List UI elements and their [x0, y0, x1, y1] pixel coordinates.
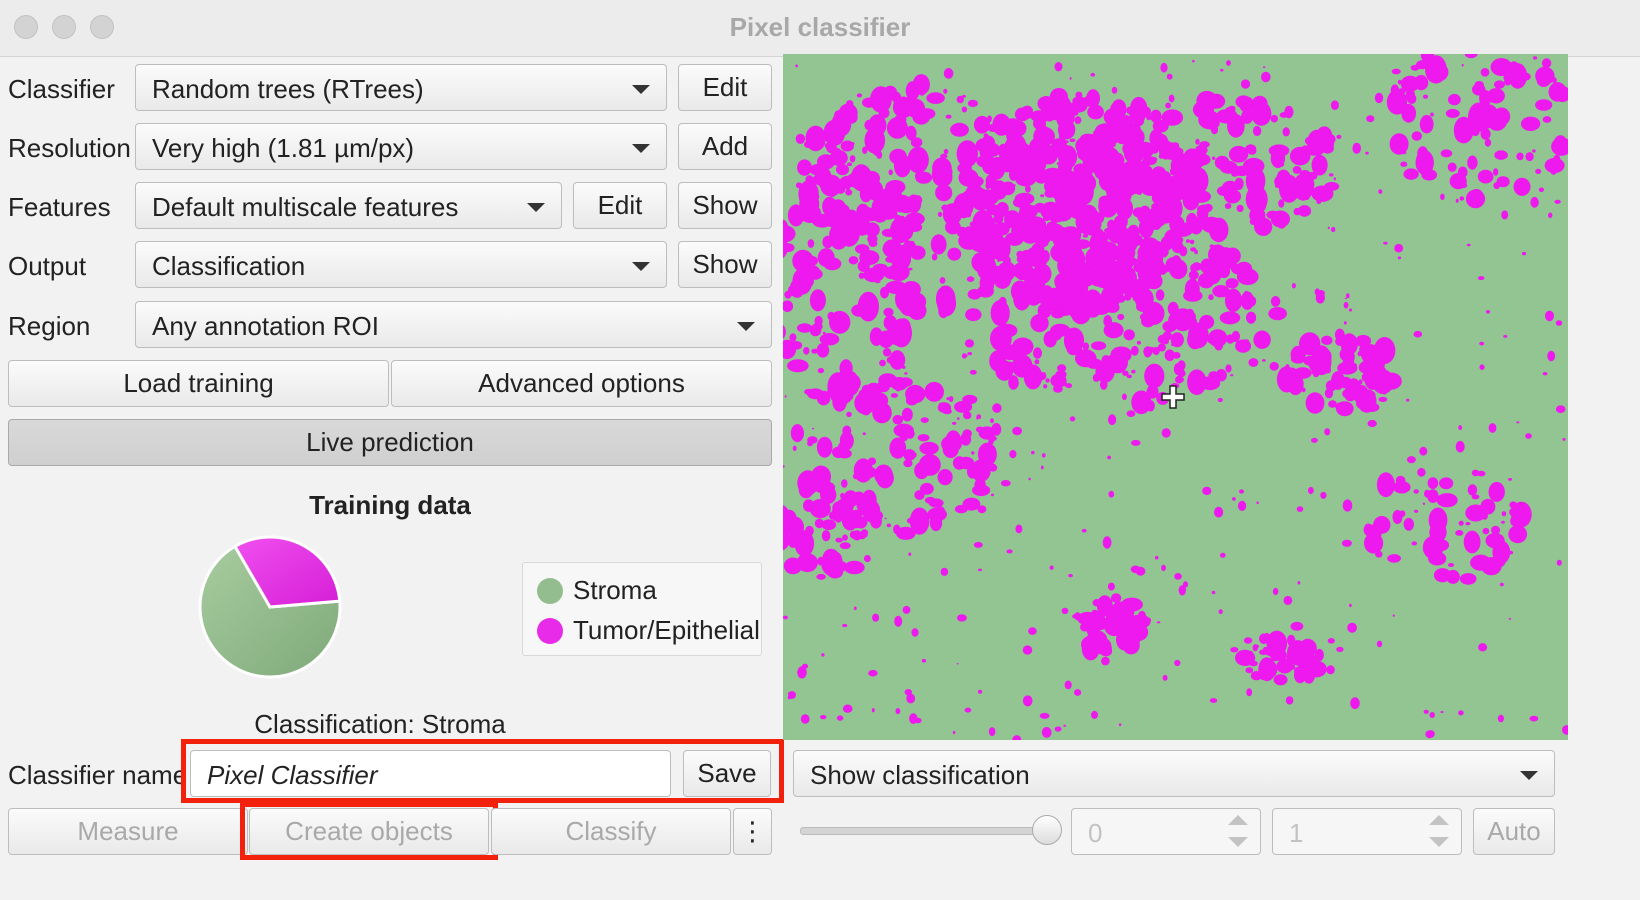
classifier-name-input[interactable]: Pixel Classifier: [190, 750, 671, 797]
features-select[interactable]: Default multiscale features: [135, 182, 562, 229]
classifier-label: Classifier: [8, 74, 115, 104]
chevron-down-icon: [527, 203, 545, 212]
overlay-mode-select[interactable]: Show classification: [793, 750, 1555, 797]
create-objects-button[interactable]: Create objects: [249, 808, 489, 855]
tumor-swatch-icon: [537, 618, 563, 644]
window-title: Pixel classifier: [729, 12, 911, 42]
name-save-highlight: [181, 739, 784, 803]
pie-slice-stroma: [198, 544, 342, 679]
training-pie-chart: [198, 535, 342, 679]
min-value-spinner[interactable]: 0: [1071, 808, 1261, 855]
spin-down-icon[interactable]: [1228, 837, 1248, 847]
title-bar: Pixel classifier: [0, 0, 1640, 57]
load-training-button[interactable]: Load training: [8, 360, 389, 407]
classification-preview-image[interactable]: [783, 54, 1568, 740]
classifier-select[interactable]: Random trees (RTrees): [135, 64, 667, 111]
measure-button[interactable]: Measure: [8, 808, 248, 855]
chevron-down-icon: [632, 85, 650, 94]
region-value: Any annotation ROI: [152, 311, 379, 341]
output-select[interactable]: Classification: [135, 241, 667, 288]
output-value: Classification: [152, 251, 306, 281]
save-button[interactable]: Save: [683, 750, 771, 797]
create-objects-highlight: [240, 802, 498, 860]
resolution-select[interactable]: Very high (1.81 µm/px): [135, 123, 667, 170]
opacity-slider-thumb[interactable]: [1032, 815, 1062, 845]
training-legend: Stroma Tumor/Epithelial: [522, 562, 762, 656]
chevron-down-icon: [632, 144, 650, 153]
spin-down-icon[interactable]: [1429, 837, 1449, 847]
region-label: Region: [8, 311, 91, 341]
resolution-add-button[interactable]: Add: [678, 123, 772, 170]
resolution-value: Very high (1.81 µm/px): [152, 133, 415, 163]
max-value-spinner[interactable]: 1: [1272, 808, 1462, 855]
chevron-down-icon: [632, 262, 650, 271]
chevron-down-icon: [1520, 771, 1538, 780]
opacity-slider-track[interactable]: [800, 827, 1050, 835]
pie-slice-tumor: [232, 535, 342, 609]
output-show-button[interactable]: Show: [678, 241, 772, 288]
advanced-options-button[interactable]: Advanced options: [391, 360, 772, 407]
live-prediction-toggle[interactable]: Live prediction: [8, 419, 772, 466]
classifier-edit-button[interactable]: Edit: [678, 64, 772, 111]
classify-button[interactable]: Classify: [491, 808, 731, 855]
training-data-title: Training data: [309, 490, 471, 520]
classifier-name-label: Classifier name: [8, 760, 188, 790]
stroma-swatch-icon: [537, 578, 563, 604]
crosshair-cursor-icon: [1161, 385, 1185, 409]
region-select[interactable]: Any annotation ROI: [135, 301, 772, 348]
maximize-window-button[interactable]: [90, 15, 114, 39]
classification-status: Classification: Stroma: [254, 709, 506, 739]
legend-item-tumor: Tumor/Epithelial: [537, 615, 760, 646]
minimize-window-button[interactable]: [52, 15, 76, 39]
classifier-value: Random trees (RTrees): [152, 74, 424, 104]
features-edit-button[interactable]: Edit: [573, 182, 667, 229]
close-window-button[interactable]: [14, 15, 38, 39]
resolution-label: Resolution: [8, 133, 131, 163]
auto-button[interactable]: Auto: [1473, 808, 1555, 855]
features-label: Features: [8, 192, 111, 222]
chevron-down-icon: [737, 322, 755, 331]
legend-item-stroma: Stroma: [537, 575, 657, 606]
spin-up-icon[interactable]: [1228, 815, 1248, 825]
more-options-icon[interactable]: ⋮: [733, 808, 772, 855]
features-value: Default multiscale features: [152, 192, 459, 222]
output-label: Output: [8, 251, 87, 281]
spin-up-icon[interactable]: [1429, 815, 1449, 825]
features-show-button[interactable]: Show: [678, 182, 772, 229]
